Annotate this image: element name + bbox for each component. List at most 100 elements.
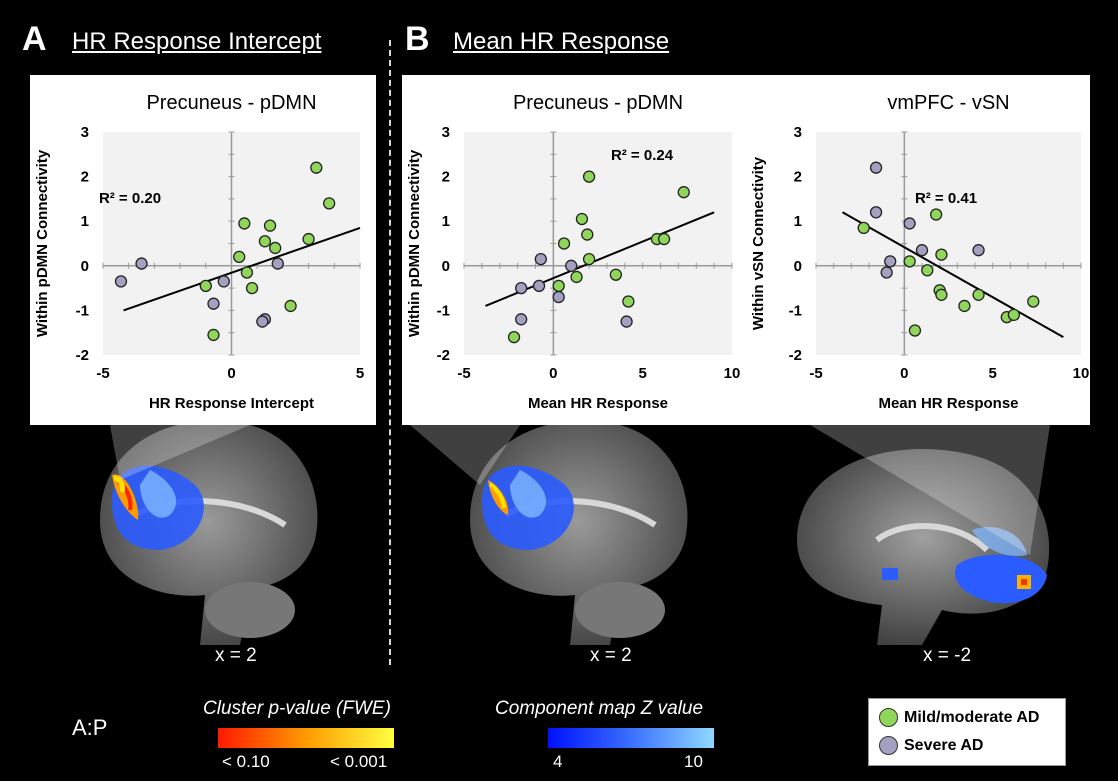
chart-title: Precuneus - pDMN: [146, 92, 316, 114]
y-tick-label: -2: [437, 347, 450, 364]
mild-data-point: [552, 279, 565, 293]
x-tick-label: 5: [988, 365, 996, 382]
cluster-low-label: < 0.10: [222, 752, 270, 771]
y-tick-label: 0: [81, 258, 89, 275]
severe-data-point: [869, 161, 883, 174]
mild-marker-icon: [879, 708, 898, 727]
severe-data-point: [565, 259, 578, 272]
x-tick-label: 5: [356, 365, 364, 382]
scatter-chart-b2: vmPFC - vSN -2 -1 0 1 2 3 -5 0 5 10 Mean HR Respons…: [750, 92, 1089, 412]
scatter-chart-a: Precuneus - pDMN -2 -1 0 1 2 3 -5 0 5 HR Response …: [34, 92, 364, 412]
y-tick-label: 1: [81, 213, 89, 230]
mild-data-point: [609, 268, 623, 281]
mild-data-point: [929, 208, 943, 221]
y-tick-label: 3: [794, 124, 802, 141]
y-tick-label: -1: [76, 302, 89, 319]
y-tick-label: 3: [81, 124, 89, 141]
severe-data-point: [534, 252, 547, 266]
x-axis-label: Mean HR Response: [878, 395, 1018, 412]
mild-data-point: [622, 295, 635, 308]
mild-data-point: [657, 232, 671, 246]
mild-data-point: [677, 186, 690, 199]
severe-data-point: [869, 206, 883, 219]
x-axis-label: HR Response Intercept: [149, 395, 314, 412]
mild-data-point: [263, 219, 277, 232]
z-legend-title: Component map Z value: [495, 698, 704, 719]
x-tick-label: 0: [900, 365, 908, 382]
severe-data-point: [620, 315, 633, 328]
cluster-high-label: < 0.001: [330, 752, 388, 771]
severe-data-point: [135, 257, 148, 270]
cluster-colorbar: [218, 728, 394, 748]
z-low-label: 4: [553, 752, 563, 771]
y-tick-label: 2: [442, 169, 450, 186]
y-axis-label: Within pDMN Connectivity: [34, 149, 51, 337]
severe-data-point: [972, 244, 985, 257]
mild-data-point: [258, 235, 272, 248]
severe-data-point: [207, 297, 220, 310]
panel-divider: [389, 40, 391, 665]
mild-data-point: [238, 217, 251, 230]
cluster-legend-title: Cluster p-value (FWE): [203, 698, 391, 719]
plot-area: [464, 132, 732, 355]
brain-slice-a: [100, 420, 318, 645]
group-legend: Mild/moderate AD Severe AD: [868, 698, 1066, 766]
mild-data-point: [570, 270, 583, 284]
mild-data-point: [582, 252, 596, 266]
mild-data-point: [935, 288, 948, 301]
y-tick-label: 1: [442, 213, 450, 230]
panel-title-b: Mean HR Response: [453, 28, 670, 55]
chart-title: Precuneus - pDMN: [513, 92, 683, 114]
mild-data-point: [284, 299, 297, 313]
mild-data-point: [921, 264, 934, 277]
severe-data-point: [532, 279, 546, 293]
mild-data-point: [958, 299, 971, 313]
x-tick-label: 0: [227, 365, 235, 382]
r-squared-label: R² = 0.24: [611, 147, 674, 164]
severe-data-point: [114, 275, 128, 288]
severe-data-point: [880, 266, 893, 279]
mild-data-point: [240, 266, 254, 279]
y-tick-label: 1: [794, 213, 802, 230]
z-high-label: 10: [684, 752, 703, 771]
x-axis-label: Mean HR Response: [528, 395, 668, 412]
y-tick-label: 3: [442, 124, 450, 141]
legend-item-mild: Mild/moderate AD: [879, 708, 1039, 727]
panel-title-a: HR Response Intercept: [72, 28, 322, 55]
y-tick-label: 2: [794, 169, 802, 186]
mild-data-point: [207, 328, 220, 342]
y-axis-label: Within vSN Connectivity: [750, 156, 767, 330]
y-tick-label: -2: [76, 347, 89, 364]
severe-data-point: [256, 315, 269, 328]
mild-data-point: [908, 324, 922, 337]
severe-data-point: [515, 281, 528, 295]
x-tick-label: 0: [549, 365, 557, 382]
brain-slice-c: [797, 448, 1050, 645]
brain-slice-b: [470, 420, 688, 645]
mild-data-point: [1027, 295, 1040, 308]
plot-area: [816, 132, 1081, 355]
mild-data-point: [582, 170, 596, 183]
severe-data-point: [903, 217, 916, 230]
panel-letter-b: B: [405, 20, 430, 58]
mild-data-point: [245, 281, 259, 295]
mild-data-point: [269, 241, 282, 255]
mild-data-point: [507, 331, 521, 344]
r-squared-label: R² = 0.20: [99, 190, 161, 207]
x-tick-label: 10: [724, 365, 741, 382]
mild-data-point: [903, 255, 916, 268]
y-tick-label: 0: [442, 258, 450, 275]
legend-label-severe: Severe AD: [904, 736, 984, 754]
mild-data-point: [233, 250, 246, 264]
mild-data-point: [581, 228, 594, 241]
slice-coord-c: x = -2: [923, 645, 972, 666]
mild-data-point: [557, 237, 571, 250]
mild-data-point: [199, 279, 212, 293]
chart-title: vmPFC - vSN: [887, 92, 1009, 114]
r-squared-label: R² = 0.41: [915, 190, 977, 207]
slice-coord-b: x = 2: [590, 645, 632, 666]
ap-orientation-label: A:P: [72, 715, 108, 740]
severe-marker-icon: [879, 736, 898, 755]
x-tick-label: -5: [96, 365, 109, 382]
x-tick-label: -5: [457, 365, 470, 382]
